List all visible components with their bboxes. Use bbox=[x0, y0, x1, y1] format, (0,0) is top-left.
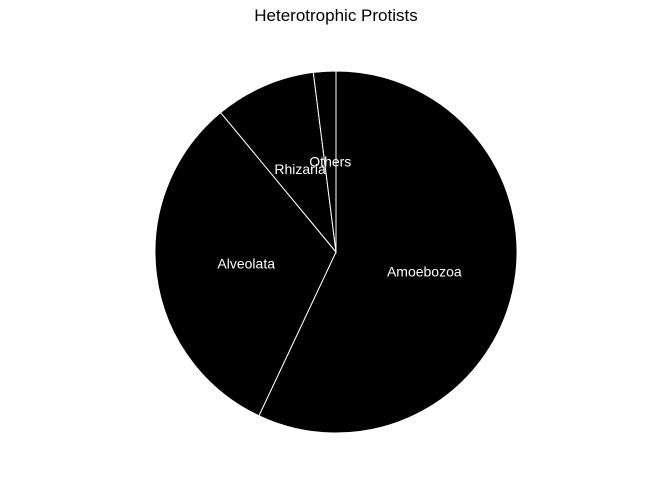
pie-slice-alveolata bbox=[154, 111, 337, 417]
pie-slices bbox=[154, 70, 518, 434]
pie-label-others: Others bbox=[309, 154, 351, 170]
pie-label-alveolata: Alveolata bbox=[217, 255, 275, 271]
pie-slice-amoebozoa bbox=[258, 70, 518, 434]
pie-label-rhizaria: Rhizaria bbox=[274, 161, 326, 177]
chart-title: Heterotrophic Protists bbox=[254, 6, 418, 25]
pie-label-amoebozoa: Amoebozoa bbox=[387, 264, 462, 280]
pie-slice-others bbox=[312, 70, 337, 253]
pie-slice-rhizaria bbox=[219, 71, 337, 254]
